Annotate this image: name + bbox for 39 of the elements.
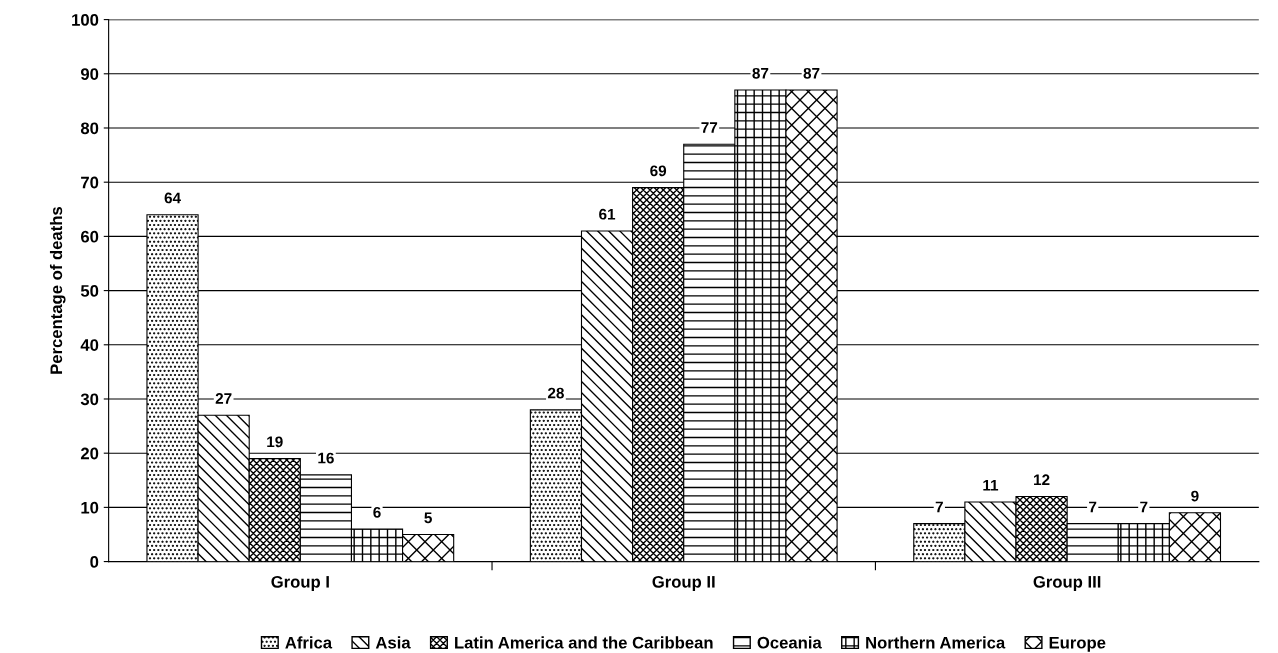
data-label: 7 bbox=[935, 501, 943, 513]
y-tick-label: 50 bbox=[80, 284, 99, 297]
y-tick-label: 70 bbox=[81, 176, 99, 189]
data-label: 16 bbox=[318, 452, 334, 464]
data-label: 77 bbox=[701, 122, 718, 133]
y-tick-label: 10 bbox=[81, 501, 99, 514]
data-label: 5 bbox=[424, 512, 432, 524]
data-label: 87 bbox=[803, 67, 820, 79]
y-tick-label: 80 bbox=[80, 122, 99, 135]
x-tick-label: Group II bbox=[652, 575, 715, 592]
data-label: 9 bbox=[1191, 490, 1199, 502]
x-tick-label: Group III bbox=[1033, 575, 1101, 592]
y-tick-label: 30 bbox=[80, 393, 99, 406]
data-label: 28 bbox=[547, 387, 564, 399]
data-label: 64 bbox=[164, 192, 181, 204]
x-tick-label: Group I bbox=[271, 575, 329, 592]
data-label: 27 bbox=[215, 393, 232, 404]
data-label: 6 bbox=[373, 506, 381, 518]
y-axis-title: Percentage of deaths bbox=[49, 206, 66, 374]
data-label: 61 bbox=[599, 208, 616, 220]
legend-label: Asia bbox=[375, 636, 411, 649]
data-label: 12 bbox=[1034, 474, 1050, 486]
y-tick-label: 60 bbox=[80, 230, 99, 243]
data-label: 87 bbox=[752, 67, 769, 79]
y-tick-label: 100 bbox=[72, 13, 99, 26]
data-label: 11 bbox=[983, 479, 999, 491]
y-tick-label: 0 bbox=[90, 555, 99, 568]
legend-label: Europe bbox=[1049, 636, 1106, 652]
data-label: 7 bbox=[1140, 501, 1148, 513]
legend-label: Oceania bbox=[757, 636, 822, 649]
y-tick-label: 90 bbox=[80, 68, 99, 80]
y-tick-label: 20 bbox=[80, 447, 99, 460]
y-tick-label: 40 bbox=[80, 339, 99, 351]
legend-label: Africa bbox=[285, 636, 333, 649]
data-label: 19 bbox=[267, 436, 283, 448]
data-label: 7 bbox=[1089, 501, 1097, 513]
legend-label: Latin America and the Caribbean bbox=[455, 636, 713, 649]
legend-label: Northern America bbox=[866, 636, 1006, 649]
data-label: 69 bbox=[650, 165, 667, 177]
